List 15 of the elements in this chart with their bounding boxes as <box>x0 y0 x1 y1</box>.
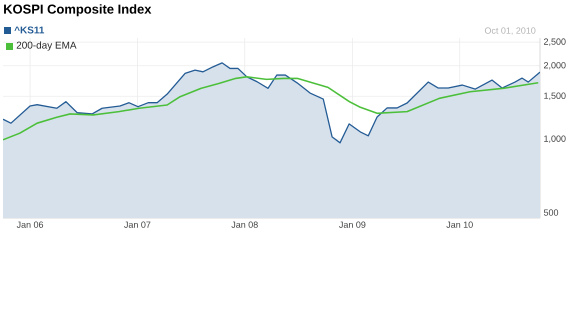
y-tick-label: 2,500 <box>544 38 566 46</box>
y-tick-label: 500 <box>544 209 558 216</box>
x-tick-label: Jan 10 <box>446 222 473 228</box>
y-tick-label: 2,000 <box>544 62 566 70</box>
y-tick-label: 1,000 <box>544 135 566 143</box>
text: Oct 01, 2010 <box>484 27 536 35</box>
line-series <box>3 76 540 141</box>
x-tick-label: Jan 06 <box>16 222 44 228</box>
x-tick-label: Jan 09 <box>339 222 366 228</box>
chart-title: KOSPI Composite Index <box>4 4 152 16</box>
legend-label: 200-day EMA <box>16 41 77 51</box>
x-tick-label: Jan 08 <box>231 222 258 228</box>
legend-label: ^KS11 <box>14 26 44 34</box>
y-tick-label: 1,500 <box>544 92 566 100</box>
x-tick-label: Jan 07 <box>124 222 150 228</box>
